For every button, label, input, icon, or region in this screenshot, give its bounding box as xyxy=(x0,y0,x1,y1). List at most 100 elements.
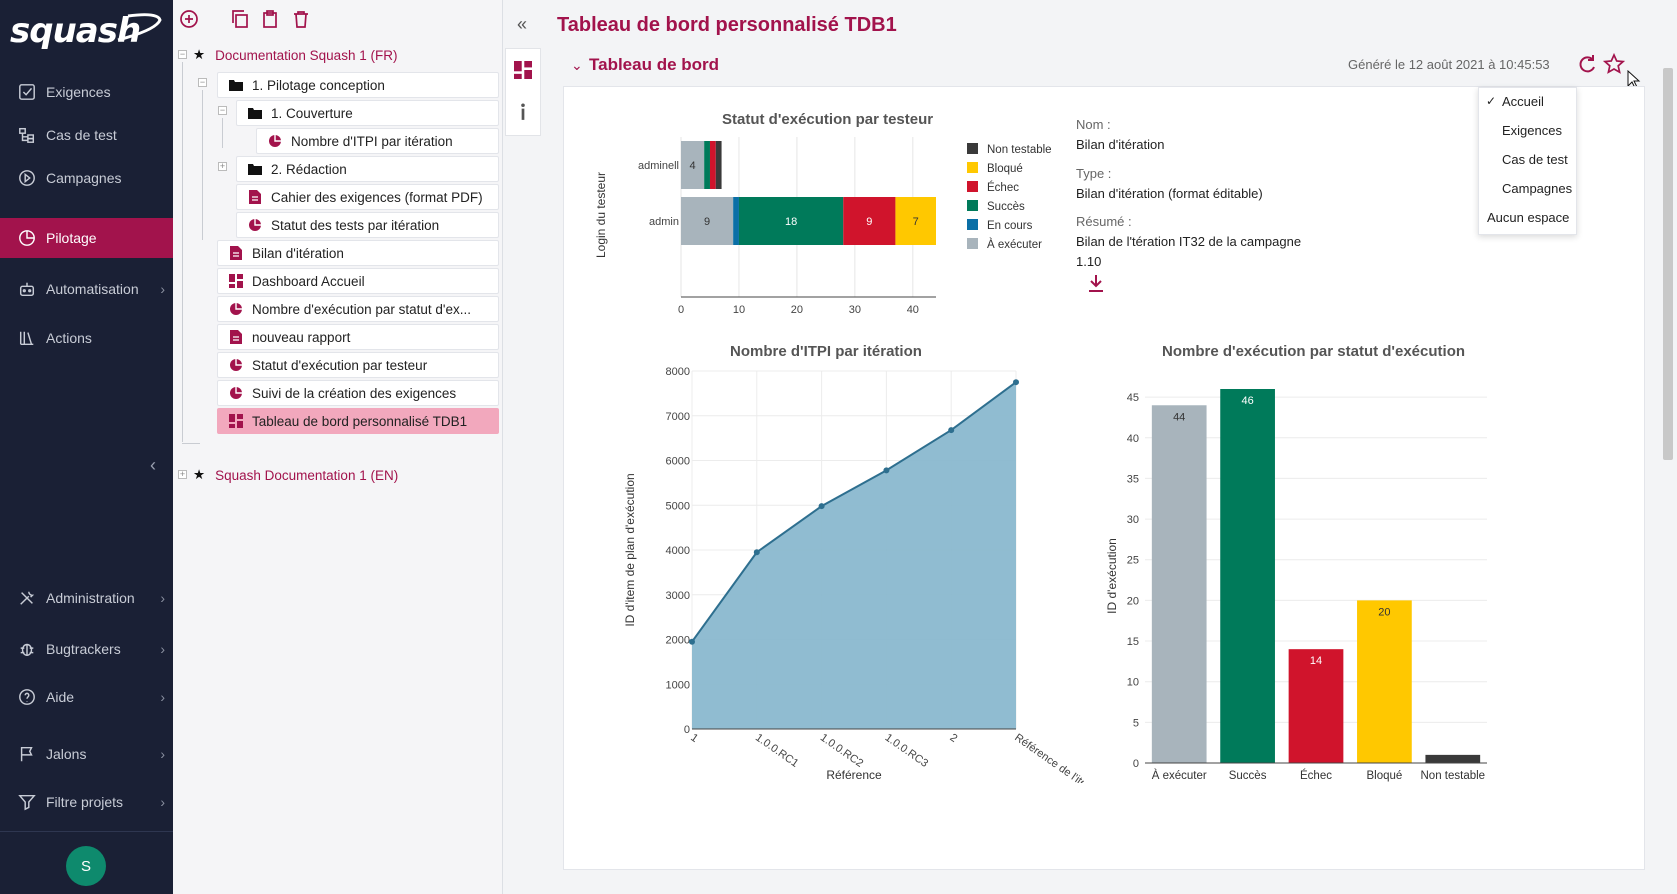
tree-node-folder[interactable]: 2. Rédaction xyxy=(236,156,499,182)
chevron-right-icon: › xyxy=(160,590,165,606)
bar xyxy=(1151,405,1207,763)
collapse-toggle-icon[interactable]: − xyxy=(198,77,207,87)
nav-actions[interactable]: Actions xyxy=(0,318,173,358)
legend-swatch xyxy=(967,181,978,192)
tree-node-chart[interactable]: Statut des tests par itération xyxy=(236,212,499,238)
page-scrollbar[interactable] xyxy=(1663,68,1673,460)
bar-segment xyxy=(681,141,705,189)
dropdown-item-exigences[interactable]: Exigences xyxy=(1479,117,1578,143)
nav-label: Filtre projets xyxy=(46,794,124,810)
collapse-tree-icon[interactable]: « xyxy=(517,14,528,34)
legend-label: Succès xyxy=(987,201,1025,213)
nav-jalons[interactable]: Jalons › xyxy=(0,734,173,774)
x-tick-label: Bloqué xyxy=(1366,770,1402,782)
dropdown-label: Cas de test xyxy=(1502,151,1568,167)
collapse-toggle-icon[interactable]: − xyxy=(218,105,227,115)
nav-automatisation[interactable]: Automatisation › xyxy=(0,269,173,309)
copy-icon[interactable] xyxy=(229,8,251,30)
tab-info[interactable] xyxy=(506,91,540,133)
tree-node-dashboard-selected[interactable]: Tableau de bord personnalisé TDB1 xyxy=(217,408,499,434)
workspace-dropdown: ✓ Accueil Exigences Cas de test Campagnes… xyxy=(1478,87,1577,235)
x-tick-label: Référence de l'itér. xyxy=(1012,732,1084,783)
paste-icon[interactable] xyxy=(259,8,281,30)
tree-guide-line xyxy=(182,62,183,442)
y-tick-label: 10 xyxy=(1127,677,1139,689)
tab-dashboard[interactable] xyxy=(506,49,540,91)
info-icon xyxy=(521,103,525,120)
nav-label: Campagnes xyxy=(46,170,122,186)
nav-bugtrackers[interactable]: Bugtrackers › xyxy=(0,629,173,669)
tree-node-chart[interactable]: Nombre d'ITPI par itération xyxy=(256,128,499,154)
bar-segment xyxy=(715,141,722,189)
y-tick-label: adminell xyxy=(638,160,679,172)
itpi-by-iteration-chart[interactable]: 0 1000 2000 3000 4000 5000 6000 7000 8000 1 1.0.0.… xyxy=(604,359,1084,783)
x-tick-label: 40 xyxy=(907,304,919,316)
data-label: 9 xyxy=(866,216,872,228)
add-icon[interactable] xyxy=(178,8,200,30)
refresh-icon[interactable] xyxy=(1576,53,1598,75)
tree-node-chart[interactable]: Suivi de la création des exigences xyxy=(217,380,499,406)
tree-node-chart[interactable]: Nombre d'exécution par statut d'ex... xyxy=(217,296,499,322)
data-label: 9 xyxy=(704,216,710,228)
execution-status-by-tester-chart[interactable]: 010203040adminell4admin91897ID du cas de… xyxy=(584,127,1074,317)
tree-node-dashboard[interactable]: Dashboard Accueil xyxy=(217,268,499,294)
dropdown-item-accueil[interactable]: ✓ Accueil xyxy=(1479,88,1578,114)
tree-guide-line xyxy=(182,443,200,444)
legend-label: Non testable xyxy=(987,144,1052,156)
expand-toggle-icon[interactable]: + xyxy=(218,161,227,171)
flag-icon xyxy=(16,743,38,765)
collapse-nav-icon[interactable]: ‹ xyxy=(150,455,156,475)
favorite-star-icon[interactable] xyxy=(1603,53,1625,75)
nav-aide[interactable]: Aide › xyxy=(0,677,173,717)
expand-toggle-icon[interactable]: + xyxy=(178,469,187,479)
dashboard-icon xyxy=(514,61,532,79)
nav-cas-de-test[interactable]: Cas de test xyxy=(0,115,173,155)
nav-filtre-projets[interactable]: Filtre projets › xyxy=(0,782,173,822)
tree-node-folder[interactable]: 1. Couverture xyxy=(236,100,499,126)
nav-pilotage[interactable]: Pilotage xyxy=(0,218,173,258)
data-point xyxy=(883,467,890,474)
x-tick-label: 10 xyxy=(733,304,745,316)
y-tick-label: 8000 xyxy=(666,366,690,378)
nav-label: Bugtrackers xyxy=(46,641,121,657)
y-tick-label: 4000 xyxy=(666,545,690,557)
data-point xyxy=(1013,379,1019,386)
delete-icon[interactable] xyxy=(290,8,312,30)
pie-chart-icon xyxy=(228,357,244,373)
x-tick-label: Succès xyxy=(1229,770,1267,782)
y-tick-label: 15 xyxy=(1127,636,1139,648)
dropdown-label: Exigences xyxy=(1502,122,1562,138)
data-point xyxy=(948,427,955,434)
star-icon: ★ xyxy=(193,47,206,62)
nav-exigences[interactable]: Exigences xyxy=(0,72,173,112)
nav-label: Exigences xyxy=(46,84,111,100)
tree-node-chart[interactable]: Statut d'exécution par testeur xyxy=(217,352,499,378)
nav-administration[interactable]: Administration › xyxy=(0,578,173,618)
dropdown-item-aucun-espace[interactable]: Aucun espace xyxy=(1479,204,1578,230)
avatar[interactable]: S xyxy=(66,846,106,886)
data-label: 4 xyxy=(690,160,696,172)
tree-node-report[interactable]: Cahier des exigences (format PDF) xyxy=(236,184,499,210)
tree-project-fr[interactable]: ★ Documentation Squash 1 (FR) xyxy=(193,43,397,67)
tree-node-report[interactable]: nouveau rapport xyxy=(217,324,499,350)
dropdown-item-campagnes[interactable]: Campagnes xyxy=(1479,175,1578,201)
collapse-toggle-icon[interactable]: − xyxy=(178,49,187,59)
tree-project-en[interactable]: ★ Squash Documentation 1 (EN) xyxy=(193,463,398,487)
bar-segment xyxy=(709,141,716,189)
download-icon[interactable] xyxy=(1087,273,1105,293)
bar-segment xyxy=(733,197,739,245)
tree-node-folder[interactable]: 1. Pilotage conception xyxy=(217,72,499,98)
section-collapse-icon[interactable]: ⌄ xyxy=(571,57,583,73)
bar xyxy=(1220,389,1275,763)
page-title: Tableau de bord personnalisé TDB1 xyxy=(557,14,897,36)
dropdown-item-cas-de-test[interactable]: Cas de test xyxy=(1479,146,1578,172)
execution-count-by-status-chart[interactable]: 0 5 10 15 20 25 30 35 40 45 44 À exécuter 46 Succès 14… xyxy=(1094,359,1494,783)
legend-label: Échec xyxy=(987,181,1019,194)
report-summary-value: Bilan de l'tération IT32 de la campagne xyxy=(1076,234,1302,249)
tree-node-label: Tableau de bord personnalisé TDB1 xyxy=(252,413,468,429)
squash-logo[interactable]: squash xyxy=(0,0,173,62)
library-tree-panel: − ★ Documentation Squash 1 (FR) − 1. Pil… xyxy=(173,0,503,894)
nav-campagnes[interactable]: Campagnes xyxy=(0,158,173,198)
chart-title: Nombre d'exécution par statut d'exécutio… xyxy=(1162,343,1466,360)
tree-node-report[interactable]: Bilan d'itération xyxy=(217,240,499,266)
